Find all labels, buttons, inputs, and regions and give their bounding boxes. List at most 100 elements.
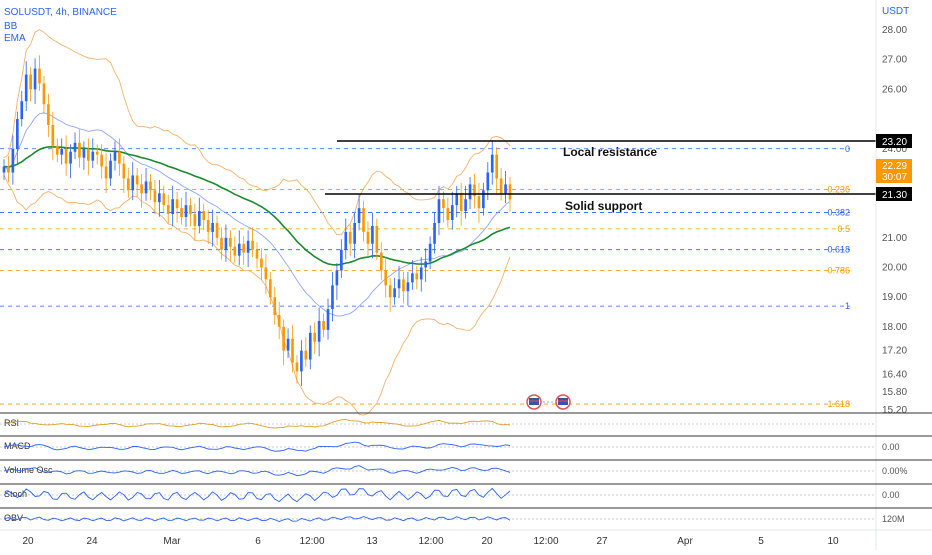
candle xyxy=(348,224,352,256)
support-resistance xyxy=(325,140,876,195)
candle xyxy=(229,230,232,262)
time-tick: 24 xyxy=(86,536,98,547)
candle xyxy=(180,197,183,225)
pane-label[interactable]: Volume Osc xyxy=(4,465,53,475)
pane-label[interactable]: RSI xyxy=(4,418,19,428)
candle xyxy=(326,298,330,340)
fib-label: 0.786 xyxy=(827,265,850,275)
pane-label[interactable]: Stoch xyxy=(4,489,27,499)
candle xyxy=(109,153,112,186)
price-tick: 17.20 xyxy=(882,346,907,357)
candle xyxy=(464,185,467,219)
support-label: Solid support xyxy=(565,199,642,213)
candle xyxy=(268,271,272,305)
candle xyxy=(237,230,241,266)
candle xyxy=(95,144,99,165)
candle xyxy=(193,203,197,241)
candles xyxy=(2,55,512,386)
candle xyxy=(340,239,343,278)
candle xyxy=(15,111,19,164)
us-flag-icon[interactable] xyxy=(555,394,571,410)
price-axis[interactable]: 28.00 27.00 26.00 24.00 21.00 20.00 19.00 18.00… xyxy=(882,25,907,416)
candle xyxy=(233,236,237,264)
last-price-tag xyxy=(876,159,912,183)
price-tick: 15.80 xyxy=(882,387,907,398)
candle xyxy=(197,197,201,234)
candle xyxy=(153,179,157,215)
candle xyxy=(335,263,339,300)
candle xyxy=(51,111,55,161)
candle xyxy=(166,194,170,224)
time-tick: 10 xyxy=(827,536,839,547)
candle xyxy=(149,173,152,201)
support-price-tag xyxy=(876,187,912,201)
candle xyxy=(64,135,68,176)
candle xyxy=(384,257,388,298)
candle xyxy=(424,248,427,283)
price-tick: 19.00 xyxy=(882,292,907,303)
pane-axis-value: 0.00 xyxy=(882,442,900,452)
pane-series xyxy=(3,419,511,429)
resistance-price-tag xyxy=(876,134,912,148)
candle xyxy=(313,322,317,354)
candle xyxy=(411,260,414,290)
candle xyxy=(273,286,277,325)
currency-label: USDT xyxy=(882,6,909,17)
support-price: 21.30 xyxy=(882,190,907,201)
candle xyxy=(73,132,77,160)
pane-series xyxy=(3,487,511,503)
candle xyxy=(126,168,130,198)
candle xyxy=(42,76,46,115)
indicator-bb[interactable]: BB xyxy=(4,21,18,32)
candle xyxy=(442,191,445,223)
candle xyxy=(100,144,103,179)
candle xyxy=(215,215,219,246)
time-tick: 12:00 xyxy=(533,536,558,547)
candle xyxy=(131,162,135,201)
price-tick: 20.00 xyxy=(882,263,907,274)
candle xyxy=(495,147,499,193)
candle xyxy=(317,307,321,357)
candle xyxy=(446,197,450,228)
candle xyxy=(29,67,32,102)
candle xyxy=(375,218,379,261)
candle xyxy=(251,227,254,258)
candle xyxy=(291,325,294,373)
price-tick: 24.00 xyxy=(882,144,907,155)
candle xyxy=(353,212,356,259)
candle xyxy=(246,230,250,268)
candle xyxy=(322,313,325,338)
candle xyxy=(38,55,41,91)
candle xyxy=(277,301,281,340)
fib-label: 0 xyxy=(845,144,850,154)
time-tick: 5 xyxy=(758,536,764,547)
candle xyxy=(91,138,95,169)
candle xyxy=(388,277,392,312)
candle xyxy=(113,141,117,171)
candle xyxy=(162,185,166,213)
bb-lower xyxy=(3,175,511,416)
time-tick: 12:00 xyxy=(418,536,443,547)
candle xyxy=(55,138,59,163)
time-axis[interactable]: 20 24 Mar 6 12:00 13 12:00 20 12:00 27 Apr 5 10 xyxy=(22,536,839,547)
pane-label[interactable]: MACD xyxy=(4,441,31,451)
candle xyxy=(264,254,268,294)
candle xyxy=(433,212,436,254)
indicator-panes: RSI MACD 0.00 Volume Osc 0.00% Stoch 0.00 OBV 12… xyxy=(0,412,932,524)
candle xyxy=(24,61,28,112)
candle xyxy=(144,168,148,201)
candle xyxy=(371,212,374,259)
candle xyxy=(122,156,126,193)
us-flag-icon[interactable] xyxy=(526,394,542,410)
fib-label: 0.382 xyxy=(827,208,850,218)
pane-series xyxy=(3,516,511,522)
candle xyxy=(224,224,228,262)
candle xyxy=(171,185,174,227)
candle xyxy=(455,185,459,218)
indicator-ema[interactable]: EMA xyxy=(4,33,26,44)
price-tick: 21.00 xyxy=(882,233,907,244)
candle xyxy=(60,138,64,165)
pane-label[interactable]: OBV xyxy=(4,513,23,523)
